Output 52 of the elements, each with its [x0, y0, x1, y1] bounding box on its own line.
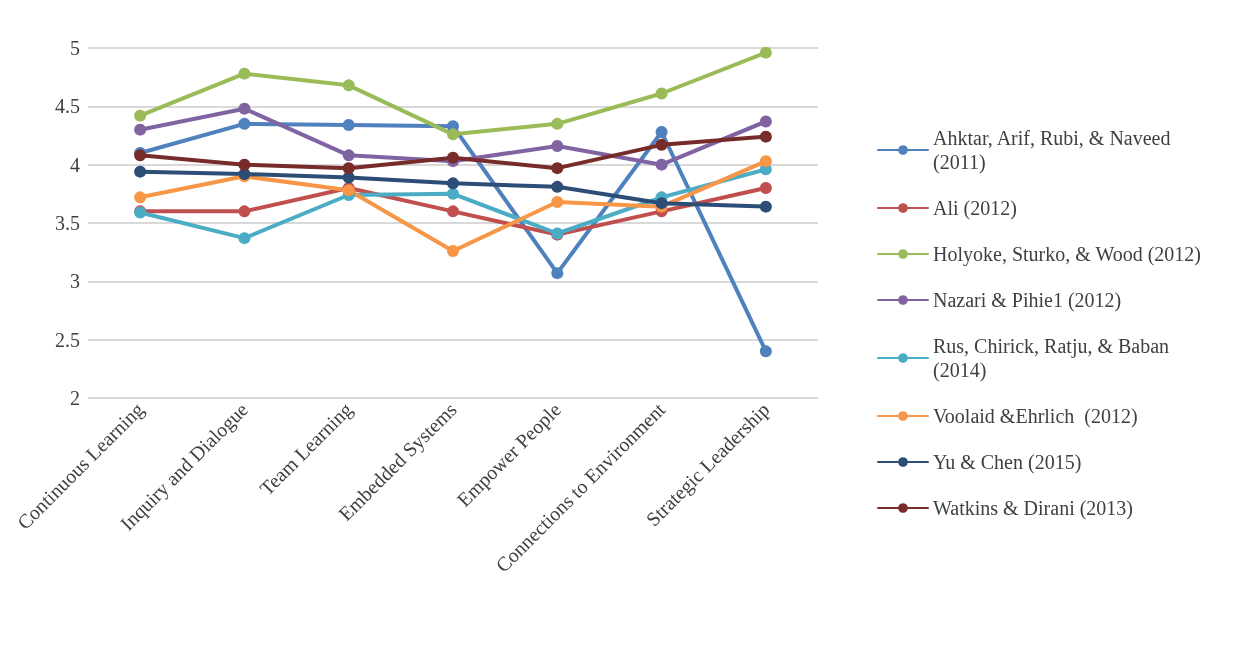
y-tick-label: 3.5	[55, 212, 80, 234]
point	[342, 162, 355, 175]
legend-label: Nazari & Pihie1 (2012)	[933, 289, 1122, 312]
legend-label: Ali (2012)	[933, 197, 1017, 220]
point	[238, 158, 251, 171]
point	[655, 158, 668, 171]
point	[759, 182, 772, 194]
y-tick-label: 5	[70, 37, 80, 59]
point	[447, 205, 459, 218]
point	[551, 162, 564, 175]
point	[134, 165, 147, 178]
point	[759, 155, 772, 168]
point	[238, 102, 251, 115]
y-tick-label: 3	[70, 270, 80, 293]
legend-label: Yu & Chen (2015)	[933, 451, 1082, 474]
point	[238, 205, 251, 218]
point	[447, 187, 459, 200]
point	[134, 123, 147, 136]
point	[759, 115, 772, 128]
point	[238, 117, 251, 130]
point	[342, 119, 355, 131]
point	[342, 79, 355, 92]
point	[551, 117, 564, 130]
point	[551, 267, 564, 280]
point	[134, 109, 147, 122]
legend-label: Holyoke, Sturko, & Wood (2012)	[933, 243, 1202, 266]
point	[759, 200, 772, 213]
point	[447, 177, 459, 190]
point	[551, 140, 564, 152]
point	[655, 126, 668, 138]
point	[551, 196, 564, 208]
point	[759, 46, 772, 59]
y-tick-label: 2.5	[55, 328, 80, 351]
point	[134, 191, 147, 204]
legend-label: Rus, Chirick, Ratju, & Baban (2014)	[933, 335, 1175, 382]
point	[447, 128, 459, 141]
point	[447, 151, 459, 164]
legend-label: Ahktar, Arif, Rubi, & Naveed (2011)	[933, 127, 1176, 174]
point	[238, 232, 251, 245]
point	[759, 345, 772, 358]
point	[655, 87, 668, 100]
y-tick-label: 2	[70, 387, 80, 409]
y-tick-label: 4.5	[55, 95, 80, 118]
point	[551, 180, 564, 193]
legend-label: Watkins & Dirani (2013)	[933, 497, 1134, 520]
legend-label: Voolaid &Ehrlich (2012)	[933, 405, 1138, 428]
point	[447, 245, 459, 257]
y-tick-label: 4	[70, 153, 80, 176]
point	[655, 138, 668, 151]
point	[759, 130, 772, 143]
point	[342, 149, 355, 162]
point	[238, 67, 251, 80]
